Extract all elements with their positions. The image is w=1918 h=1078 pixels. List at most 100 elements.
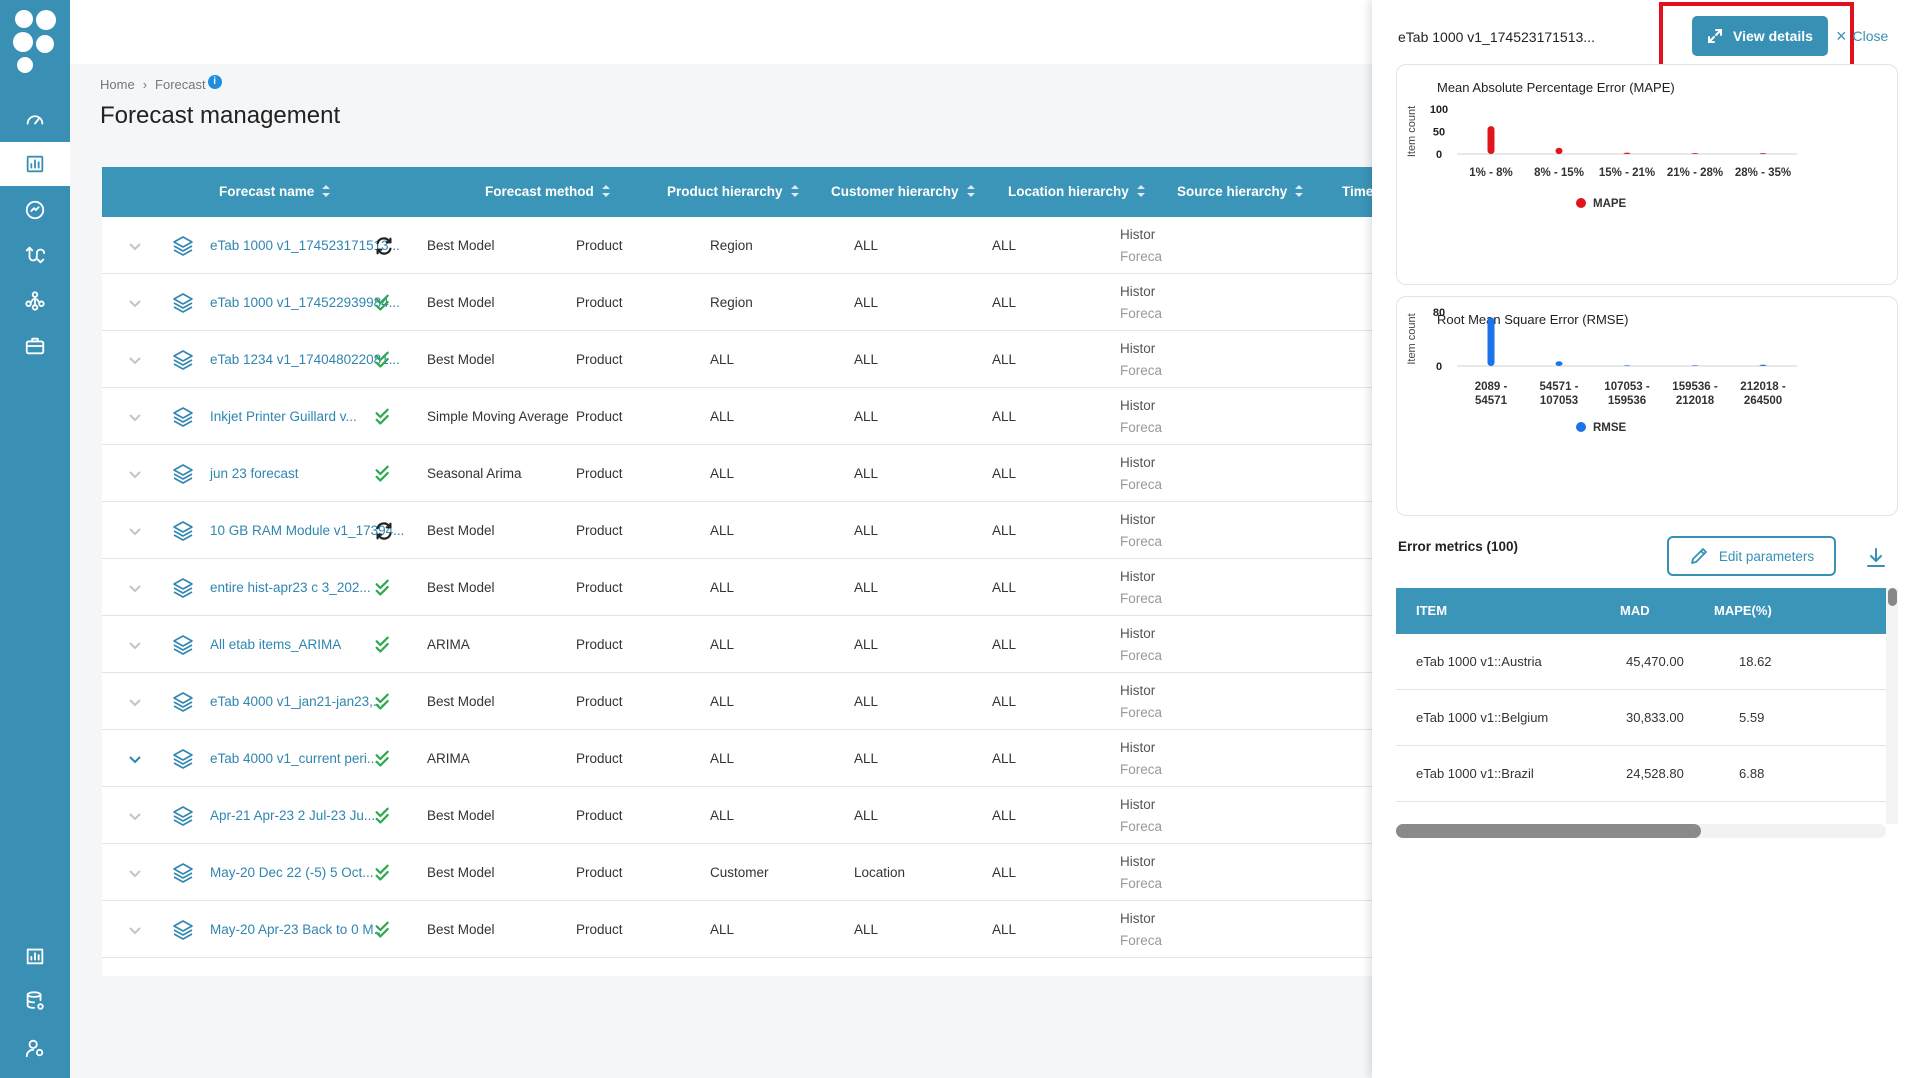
forecast-layers-icon-wrap <box>171 730 195 787</box>
forecast-name-link[interactable]: eTab 4000 v1_jan21-jan23,... <box>210 694 385 709</box>
edit-parameters-button[interactable]: Edit parameters <box>1667 536 1836 576</box>
horizontal-scroll-thumb[interactable] <box>1396 824 1701 838</box>
header-time[interactable]: Time <box>1342 184 1372 199</box>
forecast-name-link[interactable]: eTab 1000 v1_174522939984... <box>210 295 400 310</box>
time-hierarchy: Histor Foreca <box>1120 844 1162 901</box>
source-hierarchy: ALL <box>992 637 1017 652</box>
expand-row-toggle[interactable] <box>128 787 142 844</box>
forecast-table: Forecast name Forecast method Product hi… <box>102 167 1372 976</box>
nav-data[interactable] <box>0 979 70 1023</box>
table-row[interactable]: eTab 4000 v1_current peri... ARIMA Product… <box>102 730 1372 787</box>
table-row[interactable]: jun 23 forecast Seasonal Arima Product ALL A… <box>102 445 1372 502</box>
expand-row-toggle[interactable] <box>128 673 142 730</box>
table-row[interactable]: eTab 4000 v1_jan21-jan23,... Best Model Pr… <box>102 673 1372 730</box>
layers-icon <box>173 748 193 769</box>
view-details-button[interactable]: View details <box>1692 16 1828 56</box>
chart-icon <box>26 155 44 173</box>
table-row[interactable]: entire hist-apr23 c 3_202... Best Model Pr… <box>102 559 1372 616</box>
expand-row-toggle[interactable] <box>128 901 142 958</box>
time-history: Histor <box>1120 625 1156 641</box>
metrics-row[interactable]: eTab 1000 v1::Belgium 30,833.00 5.59 <box>1396 690 1886 746</box>
metrics-row[interactable]: eTab 1000 v1::Brazil 24,528.80 6.88 <box>1396 746 1886 802</box>
expand-row-toggle[interactable] <box>128 388 142 445</box>
expand-row-toggle[interactable] <box>128 331 142 388</box>
table-row[interactable]: All etab items_ARIMA ARIMA Product ALL ALL AL… <box>102 616 1372 673</box>
breadcrumb-separator-icon: › <box>142 77 148 92</box>
rmse-bar <box>1487 317 1495 366</box>
nav-analysis[interactable] <box>0 188 70 232</box>
expand-row-toggle[interactable] <box>128 559 142 616</box>
forecast-name-link[interactable]: jun 23 forecast <box>210 466 299 481</box>
expand-row-toggle[interactable] <box>128 274 142 331</box>
expand-row-toggle[interactable] <box>128 502 142 559</box>
customer-hierarchy: ALL <box>710 922 735 937</box>
forecast-name-link[interactable]: May-20 Apr-23 Back to 0 M... <box>210 922 385 937</box>
vertical-scroll-thumb[interactable] <box>1888 588 1897 606</box>
table-row[interactable]: May-20 Apr-23 Back to 0 M... Best Model Pr… <box>102 901 1372 958</box>
forecast-status <box>373 445 395 502</box>
mape-y-tick-label: 100 <box>1430 104 1448 116</box>
layers-icon <box>173 406 193 427</box>
forecast-name-link[interactable]: Inkjet Printer Guillard v... <box>210 409 357 424</box>
table-row[interactable]: Inkjet Printer Guillard v... Simple Movin… <box>102 388 1372 445</box>
forecast-name-link[interactable]: eTab 4000 v1_current peri... <box>210 751 379 766</box>
table-row[interactable]: eTab 1000 v1_174523171513... Best Model Pr… <box>102 217 1372 274</box>
metrics-horizontal-scrollbar[interactable] <box>1396 824 1886 838</box>
header-product-hierarchy[interactable]: Product hierarchy <box>667 167 799 217</box>
table-row[interactable]: May-20 Dec 22 (-5) 5 Oct... Best Model Pro… <box>102 844 1372 901</box>
forecast-layers-icon-wrap <box>171 388 195 445</box>
time-forecast: Foreca <box>1120 704 1163 720</box>
nav-workflow[interactable] <box>0 233 70 277</box>
nav-dashboard[interactable] <box>0 97 70 141</box>
metrics-table-header: ITEM MAD MAPE(%) <box>1396 588 1886 634</box>
product-hierarchy: Product <box>576 295 623 310</box>
time-forecast: Foreca <box>1120 362 1163 378</box>
metrics-header-mape[interactable]: MAPE(%) <box>1714 603 1772 618</box>
header-location-hierarchy[interactable]: Location hierarchy <box>1008 167 1145 217</box>
info-icon[interactable]: i <box>207 74 222 89</box>
header-forecast-name[interactable]: Forecast name <box>219 167 331 217</box>
source-hierarchy: ALL <box>992 409 1017 424</box>
time-history: Histor <box>1120 682 1156 698</box>
table-row[interactable]: eTab 1000 v1_174522939984... Best Model Pr… <box>102 274 1372 331</box>
expand-row-toggle[interactable] <box>128 445 142 502</box>
forecast-name-link[interactable]: Apr-21 Apr-23 2 Jul-23 Ju... <box>210 808 376 823</box>
breadcrumb-home[interactable]: Home <box>100 77 135 92</box>
metrics-vertical-scrollbar[interactable] <box>1886 588 1898 824</box>
download-button[interactable] <box>1864 546 1888 570</box>
double-check-icon <box>375 294 389 311</box>
forecast-method: Simple Moving Average <box>427 409 569 424</box>
nav-reports[interactable] <box>0 934 70 978</box>
metrics-row[interactable]: eTab 1000 v1::Austria 45,470.00 18.62 <box>1396 634 1886 690</box>
nav-hierarchy[interactable] <box>0 279 70 323</box>
nav-users[interactable] <box>0 1026 70 1070</box>
chevron-down-icon <box>129 698 141 706</box>
header-source-hierarchy[interactable]: Source hierarchy <box>1177 167 1304 217</box>
table-row[interactable]: eTab 1234 v1_174048022081... Best Model Pr… <box>102 331 1372 388</box>
nav-tasks[interactable] <box>0 324 70 368</box>
expand-row-toggle[interactable] <box>128 844 142 901</box>
header-forecast-method[interactable]: Forecast method <box>485 167 610 217</box>
close-button[interactable]: × Close <box>1836 27 1888 45</box>
forecast-name-link[interactable]: May-20 Dec 22 (-5) 5 Oct... <box>210 865 374 880</box>
forecast-name-link[interactable]: entire hist-apr23 c 3_202... <box>210 580 371 595</box>
forecast-name-link[interactable]: All etab items_ARIMA <box>210 637 342 652</box>
metrics-header-mad[interactable]: MAD <box>1620 603 1650 618</box>
layers-icon <box>173 691 193 712</box>
nav-forecast[interactable] <box>0 142 70 186</box>
header-customer-hierarchy[interactable]: Customer hierarchy <box>831 167 975 217</box>
forecast-name-link[interactable]: eTab 1000 v1_174523171513... <box>210 238 400 253</box>
expand-row-toggle[interactable] <box>128 217 142 274</box>
expand-row-toggle[interactable] <box>128 730 142 787</box>
forecast-name-link[interactable]: eTab 1234 v1_174048022081... <box>210 352 400 367</box>
app-logo[interactable] <box>12 8 58 74</box>
expand-row-toggle[interactable] <box>128 616 142 673</box>
metrics-header-item[interactable]: ITEM <box>1416 603 1448 618</box>
table-row[interactable]: Apr-21 Apr-23 2 Jul-23 Ju... Best Model Pr… <box>102 787 1372 844</box>
table-row[interactable]: 10 GB RAM Module v1_17394... Best Model Pr… <box>102 502 1372 559</box>
forecast-name-link[interactable]: 10 GB RAM Module v1_17394... <box>210 523 405 538</box>
source-hierarchy: ALL <box>992 865 1017 880</box>
source-hierarchy: ALL <box>992 352 1017 367</box>
product-hierarchy: Product <box>576 865 623 880</box>
rmse-y-tick-label: 0 <box>1436 361 1442 373</box>
